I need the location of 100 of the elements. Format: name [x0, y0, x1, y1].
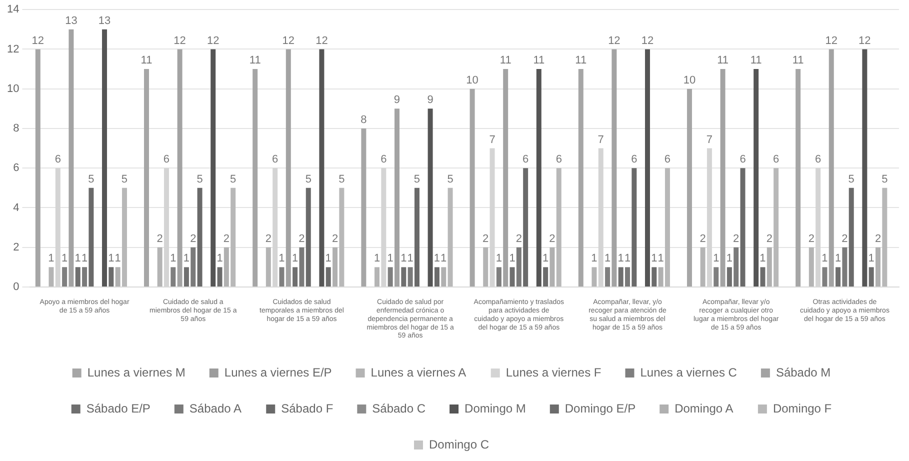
- legend-label: Sábado F: [281, 401, 334, 416]
- y-tick-label: 14: [6, 4, 20, 16]
- data-label: 1: [496, 252, 502, 265]
- data-label: 5: [305, 173, 312, 186]
- data-label: 5: [121, 173, 128, 186]
- data-label: 12: [282, 34, 295, 47]
- bar: [754, 69, 759, 286]
- data-label: 2: [733, 232, 740, 245]
- bar: [157, 247, 162, 286]
- data-label: 1: [868, 252, 874, 265]
- data-label: 2: [874, 232, 882, 245]
- bar: [652, 267, 657, 286]
- data-label: 5: [338, 173, 345, 186]
- data-label: 11: [140, 54, 152, 67]
- legend-label: Domingo E/P: [564, 401, 636, 416]
- bar: [88, 188, 94, 286]
- data-label: 6: [773, 154, 780, 166]
- legend-label: Sábado A: [189, 401, 242, 416]
- data-label: 12: [858, 34, 871, 47]
- y-tick-label: 8: [13, 122, 20, 135]
- bar: [592, 267, 597, 286]
- data-label: 7: [598, 134, 604, 146]
- data-label: 1: [658, 252, 664, 265]
- data-label: 6: [380, 154, 387, 166]
- data-label: 12: [206, 34, 220, 47]
- data-label: 12: [825, 34, 838, 47]
- bar: [414, 188, 420, 286]
- data-label: 6: [815, 154, 822, 166]
- data-label: 1: [618, 252, 624, 265]
- bar: [740, 168, 746, 286]
- y-tick-label: 6: [13, 162, 20, 174]
- data-label: 12: [316, 34, 328, 47]
- bar: [700, 247, 706, 286]
- data-label: 1: [387, 252, 394, 265]
- data-label: 2: [190, 232, 196, 245]
- bar: [286, 49, 291, 286]
- bar: [686, 88, 692, 286]
- bar: [448, 188, 453, 286]
- data-label: 9: [427, 94, 434, 106]
- data-label: 1: [726, 252, 733, 265]
- data-label: 11: [533, 54, 545, 67]
- data-label: 6: [272, 154, 278, 166]
- data-label: 1: [624, 252, 631, 265]
- data-label: 2: [156, 232, 163, 245]
- data-label: 1: [400, 252, 407, 265]
- data-label: 1: [292, 252, 298, 265]
- bar: [266, 247, 271, 286]
- bar: [306, 188, 311, 286]
- data-label: 2: [516, 232, 522, 245]
- data-label: 1: [374, 252, 380, 265]
- bar: [862, 49, 868, 286]
- bar: [760, 267, 766, 286]
- bar: [279, 267, 284, 286]
- data-label: 6: [631, 154, 638, 166]
- data-label: 6: [163, 154, 170, 166]
- data-label: 2: [808, 232, 814, 245]
- data-label: 2: [842, 232, 848, 245]
- bar: [808, 247, 814, 286]
- data-label: 12: [174, 34, 186, 47]
- bar: [401, 267, 406, 286]
- data-label: 1: [760, 252, 766, 265]
- data-label: 5: [196, 173, 203, 186]
- legend-label: Lunes a viernes F: [506, 365, 602, 380]
- data-label: 1: [834, 252, 842, 265]
- bar: [523, 168, 528, 286]
- data-label: 1: [604, 252, 611, 265]
- y-tick-label: 12: [6, 43, 20, 56]
- data-label: 2: [265, 232, 272, 245]
- bar: [35, 49, 40, 286]
- data-label: 12: [32, 34, 44, 47]
- data-label: 1: [74, 252, 81, 265]
- data-label: 1: [407, 252, 414, 265]
- bar: [394, 108, 400, 286]
- y-tick-label: 0: [13, 281, 20, 294]
- legend-label: Domingo C: [428, 437, 490, 452]
- data-label: 1: [651, 252, 658, 265]
- legend-label: Sábado E/P: [86, 401, 150, 416]
- data-label: 2: [298, 232, 305, 245]
- data-label: 11: [249, 54, 261, 67]
- data-label: 2: [766, 232, 772, 245]
- bar: [556, 168, 562, 286]
- bar: [62, 267, 68, 286]
- legend-label: Domingo M: [464, 401, 526, 416]
- data-label: 1: [591, 252, 598, 265]
- data-label: 1: [822, 252, 828, 265]
- bar: [108, 267, 114, 286]
- data-label: 8: [360, 114, 367, 126]
- legend-label: Lunes a viernes E/P: [224, 365, 332, 380]
- data-label: 1: [183, 252, 190, 265]
- bar: [605, 267, 610, 286]
- bar: [714, 267, 719, 286]
- bar: [252, 69, 258, 286]
- data-label: 5: [447, 173, 454, 186]
- data-label: 1: [170, 252, 176, 265]
- data-label: 6: [522, 154, 529, 166]
- data-label: 1: [81, 252, 88, 265]
- data-label: 1: [542, 252, 549, 265]
- y-tick-label: 10: [6, 82, 20, 95]
- data-label: 11: [750, 54, 762, 67]
- bar: [170, 267, 176, 286]
